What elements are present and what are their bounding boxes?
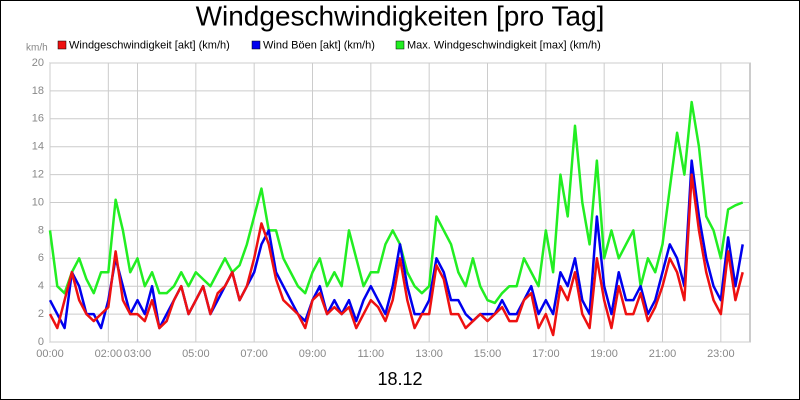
- series-line: [48, 100, 744, 305]
- legend-swatch: [57, 40, 67, 50]
- x-tick-label: 23:00: [707, 348, 735, 360]
- chart-title: Windgeschwindigkeiten [pro Tag]: [196, 0, 605, 31]
- legend-swatch: [395, 40, 405, 50]
- y-tick-label: 0: [38, 336, 44, 348]
- y-tick-label: 12: [32, 169, 44, 181]
- x-tick-label: 00:00: [36, 348, 64, 360]
- y-tick-label: 6: [38, 252, 44, 264]
- x-tick-label: 13:00: [415, 348, 443, 360]
- series-line: [48, 173, 744, 337]
- legend-label: Max. Windgeschwindigkeit [max] (km/h): [407, 39, 601, 51]
- x-axis-label: 18.12: [377, 369, 422, 389]
- legend-label: Windgeschwindigkeit [akt] (km/h): [69, 39, 230, 51]
- x-tick-label: 03:00: [124, 348, 152, 360]
- series-line: [48, 159, 744, 330]
- y-tick-label: 10: [32, 196, 44, 208]
- x-tick-label: 09:00: [299, 348, 327, 360]
- y-tick-label: 16: [32, 113, 44, 125]
- x-tick-label: 15:00: [474, 348, 502, 360]
- y-tick-label: 4: [38, 280, 44, 292]
- x-tick-label: 19:00: [590, 348, 618, 360]
- y-tick-label: 2: [38, 308, 44, 320]
- x-tick-label: 21:00: [649, 348, 677, 360]
- y-unit: km/h: [26, 43, 48, 54]
- x-tick-label: 17:00: [532, 348, 560, 360]
- x-tick-label: 11:00: [357, 348, 384, 360]
- legend-label: Wind Böen [akt] (km/h): [263, 39, 375, 51]
- x-tick-label: 07:00: [240, 348, 268, 360]
- legend-swatch: [251, 40, 261, 50]
- x-tick-label: 02:00: [95, 348, 123, 360]
- y-tick-label: 8: [38, 224, 44, 236]
- x-tick-label: 05:00: [182, 348, 210, 360]
- y-tick-label: 20: [32, 57, 44, 69]
- y-tick-label: 14: [32, 141, 44, 153]
- legend: Windgeschwindigkeit [akt] (km/h) Wind Böe…: [57, 39, 601, 51]
- y-tick-label: 18: [32, 85, 44, 97]
